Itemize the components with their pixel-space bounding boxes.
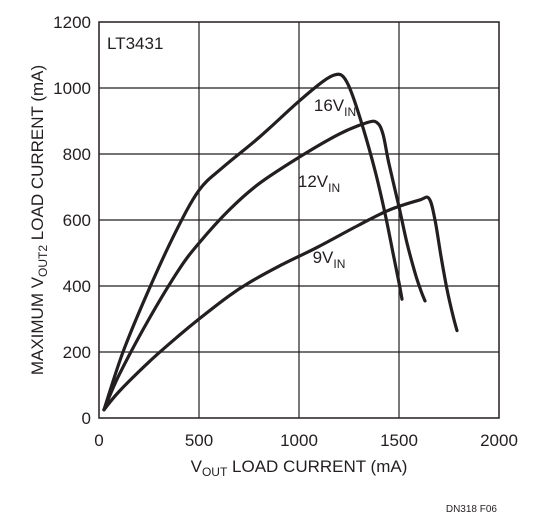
x-axis-title: VOUT LOAD CURRENT (mA) [191,457,408,479]
series-label-9v: 9VIN [313,248,346,271]
plot-frame [98,21,500,419]
y-tick-label: 1200 [53,13,91,32]
y-tick-label: 800 [63,145,91,164]
x-tick-label: 1000 [280,431,318,450]
x-tick-label: 2000 [480,431,518,450]
curves [102,72,459,412]
y-tick-label: 400 [63,277,91,296]
x-tick-label: 500 [185,431,213,450]
series-line-16v [102,72,404,412]
y-tick-label: 200 [63,343,91,362]
figure-id: DN318 F06 [446,504,498,515]
series-labels: 16VIN 12VIN 9VIN [298,96,356,271]
y-tick-label: 600 [63,211,91,230]
y-axis-title: MAXIMUM VOUT2 LOAD CURRENT (mA) [28,65,50,375]
series-label-12v: 12VIN [298,172,340,195]
x-tick-labels: 0 500 1000 1500 2000 [94,431,518,450]
series-line-12v [102,119,427,412]
x-tick-label: 1500 [380,431,418,450]
inset-label: LT3431 [107,34,163,53]
series-label-16v: 16VIN [314,96,356,119]
series-line-9v [102,195,459,412]
y-tick-label: 1000 [53,79,91,98]
y-tick-labels: 0 200 400 600 800 1000 1200 [53,13,91,428]
grid [99,22,499,418]
y-tick-label: 0 [82,409,91,428]
x-tick-label: 0 [94,431,103,450]
